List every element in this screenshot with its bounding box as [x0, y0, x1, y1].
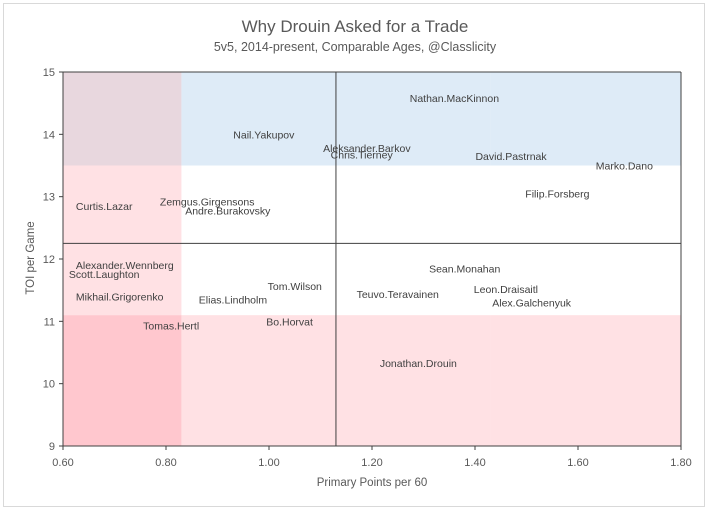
y-tick-label: 9: [49, 441, 55, 453]
x-tick-label: 1.00: [258, 457, 279, 469]
point-label: Nathan.MacKinnon: [410, 93, 499, 105]
chart-title: Why Drouin Asked for a Trade: [242, 17, 469, 36]
x-tick-label: 1.80: [670, 457, 691, 469]
point-label: Nail.Yakupov: [233, 129, 295, 141]
band-0-2: [490, 315, 681, 446]
y-axis-label: TOI per Game: [25, 221, 37, 294]
point-label: Alex.Galchenyuk: [492, 298, 572, 310]
point-label: Chris.Tierney: [331, 149, 394, 161]
x-axis-ticks: 0.60 0.80 1.00 1.20 1.40 1.60 1.80: [52, 446, 692, 469]
point-label: Sean.Monahan: [429, 263, 500, 275]
point-label: Scott.Laughton: [69, 269, 140, 281]
data-labels: Nathan.MacKinnon Nail.Yakupov Aleksander.B…: [69, 93, 653, 370]
point-label: Tom.Wilson: [268, 281, 322, 293]
point-label: Bo.Horvat: [266, 316, 313, 328]
x-axis-label: Primary Points per 60: [317, 477, 428, 489]
point-label: David.Pastrnak: [475, 151, 547, 163]
band-2-2: [490, 72, 681, 166]
point-label: Elias.Lindholm: [199, 295, 268, 307]
y-axis-ticks: 9 10 11 12 13 14 15: [43, 67, 63, 453]
point-label: Andre.Burakovsky: [185, 205, 271, 217]
point-label: Jonathan.Drouin: [380, 358, 457, 370]
point-label: Marko.Dano: [596, 161, 653, 173]
x-tick-label: 0.60: [52, 457, 73, 469]
x-tick-label: 1.20: [361, 457, 382, 469]
y-tick-label: 13: [43, 192, 55, 204]
x-tick-label: 1.40: [464, 457, 485, 469]
point-label: Zemgus.Girgensons: [160, 197, 255, 209]
point-label: Teuvo.Teravainen: [357, 289, 439, 301]
band-1-0: [63, 165, 182, 316]
x-tick-label: 1.60: [567, 457, 588, 469]
chart-subtitle: 5v5, 2014-present, Comparable Ages, @Cla…: [214, 40, 497, 54]
band-1-2: [490, 165, 681, 316]
point-label: Tomas.Hertl: [143, 321, 199, 333]
y-tick-label: 15: [43, 67, 55, 79]
x-tick-label: 0.80: [155, 457, 176, 469]
point-label: Aleksander.Barkov: [323, 143, 411, 155]
point-label: Filip.Forsberg: [525, 189, 589, 201]
y-tick-label: 10: [43, 379, 55, 391]
band-2-0: [63, 72, 182, 166]
point-label: Leon.Draisaitl: [474, 284, 538, 296]
point-label: Mikhail.Grigorenko: [76, 291, 164, 303]
point-label: Curtis.Lazar: [76, 201, 133, 213]
band-0-0: [63, 315, 182, 446]
y-tick-label: 11: [44, 316, 55, 328]
reference-lines: [63, 72, 681, 446]
point-label: Alexander.Wennberg: [76, 260, 174, 272]
y-tick-label: 14: [43, 129, 55, 141]
quadrant-bands: [63, 72, 681, 446]
y-tick-label: 12: [43, 254, 55, 266]
